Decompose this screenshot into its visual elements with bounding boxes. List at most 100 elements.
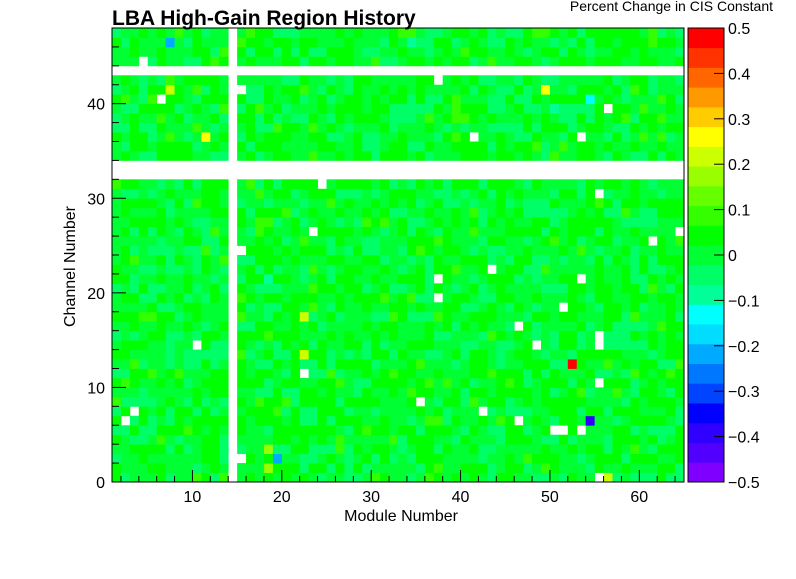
heatmap-cell	[129, 292, 140, 303]
heatmap-cell	[433, 37, 444, 48]
heatmap-cell	[603, 198, 613, 209]
heatmap-cell	[460, 37, 470, 48]
heatmap-cell	[442, 37, 453, 48]
heatmap-cell	[487, 434, 497, 445]
heatmap-cell	[612, 37, 622, 48]
heatmap-cell	[424, 292, 435, 303]
colorbar-segment	[688, 422, 724, 443]
heatmap-cell	[460, 444, 470, 455]
heatmap-cell	[424, 132, 435, 142]
heatmap-cell	[567, 226, 578, 237]
heatmap-cell	[308, 425, 318, 436]
heatmap-cell	[263, 217, 274, 228]
heatmap-cell	[675, 302, 685, 313]
heatmap-cell	[308, 396, 318, 407]
heatmap-cell	[353, 226, 363, 237]
heatmap-cell	[174, 245, 184, 256]
heatmap-cell	[541, 302, 551, 313]
heatmap-cell	[353, 311, 363, 322]
heatmap-cell	[532, 94, 542, 105]
heatmap-cell	[317, 141, 327, 152]
heatmap-cell	[237, 255, 247, 265]
heatmap-cell	[138, 75, 149, 86]
heatmap-cell	[406, 359, 417, 369]
heatmap-cell	[120, 188, 131, 199]
heatmap-cell	[514, 56, 524, 67]
heatmap-cell	[237, 425, 247, 436]
heatmap-cell	[219, 94, 229, 105]
heatmap-cell	[362, 453, 372, 464]
heatmap-cell	[299, 37, 310, 48]
heatmap-cell	[112, 453, 122, 464]
heatmap-cell	[541, 150, 551, 161]
heatmap-cell	[594, 226, 604, 237]
heatmap-cell	[246, 292, 256, 303]
heatmap-cell	[505, 141, 515, 152]
heatmap-cell	[210, 302, 220, 313]
heatmap-cell	[523, 321, 533, 332]
heatmap-cell	[129, 273, 140, 284]
heatmap-cell	[120, 377, 131, 388]
heatmap-cell	[299, 132, 310, 142]
heatmap-cell	[469, 377, 479, 388]
heatmap-cell	[326, 255, 336, 265]
heatmap-cell	[469, 94, 479, 105]
heatmap-cell	[478, 283, 488, 294]
heatmap-cell	[290, 377, 301, 388]
heatmap-cell	[129, 349, 140, 360]
heatmap-cell	[201, 292, 211, 303]
heatmap-cell	[648, 415, 658, 426]
heatmap-cell	[639, 226, 649, 237]
heatmap-cell	[263, 311, 274, 322]
heatmap-cell	[612, 415, 622, 426]
heatmap-cell	[514, 387, 524, 398]
heatmap-cell	[344, 472, 354, 483]
heatmap-cell	[255, 236, 265, 246]
heatmap-cell	[514, 28, 524, 38]
heatmap-cell	[585, 226, 596, 237]
heatmap-cell	[487, 302, 497, 313]
heatmap-cell	[246, 472, 256, 483]
heatmap-cell	[147, 179, 158, 190]
heatmap-cell	[576, 463, 587, 473]
heatmap-cell	[147, 377, 158, 388]
heatmap-cell	[442, 46, 453, 57]
heatmap-cell	[147, 150, 158, 161]
heatmap-cell	[174, 368, 184, 379]
heatmap-cell	[460, 283, 470, 294]
heatmap-cell	[353, 198, 363, 209]
heatmap-cell	[353, 28, 363, 38]
heatmap-cell	[308, 37, 318, 48]
heatmap-cell	[576, 103, 587, 114]
heatmap-cell	[237, 472, 247, 483]
heatmap-cell	[183, 84, 193, 95]
heatmap-cell	[219, 226, 229, 237]
heatmap-cell	[371, 84, 381, 95]
heatmap-cell	[138, 245, 149, 256]
heatmap-cell	[558, 226, 569, 237]
heatmap-cell	[371, 132, 381, 142]
heatmap-cell	[514, 75, 524, 86]
heatmap-cell	[380, 75, 390, 86]
heatmap-cell	[138, 396, 149, 407]
heatmap-cell	[255, 396, 265, 407]
heatmap-cell	[630, 283, 640, 294]
colorbar-tick-label: 0.3	[728, 112, 750, 129]
heatmap-cell	[487, 28, 497, 38]
heatmap-cell	[237, 368, 247, 379]
heatmap-cell	[585, 198, 596, 209]
heatmap-cell	[371, 150, 381, 161]
heatmap-cell	[192, 302, 202, 313]
heatmap-cell	[371, 179, 381, 190]
heatmap-cell	[371, 75, 381, 86]
heatmap-cell	[174, 330, 184, 341]
heatmap-cell	[281, 377, 292, 388]
heatmap-cell	[210, 122, 220, 133]
heatmap-cell	[514, 340, 524, 350]
heatmap-cell	[657, 255, 667, 265]
heatmap-cell	[237, 122, 247, 133]
heatmap-cell	[657, 463, 667, 473]
heatmap-cell	[487, 150, 497, 161]
heatmap-cell	[272, 179, 283, 190]
heatmap-cell	[317, 415, 327, 426]
